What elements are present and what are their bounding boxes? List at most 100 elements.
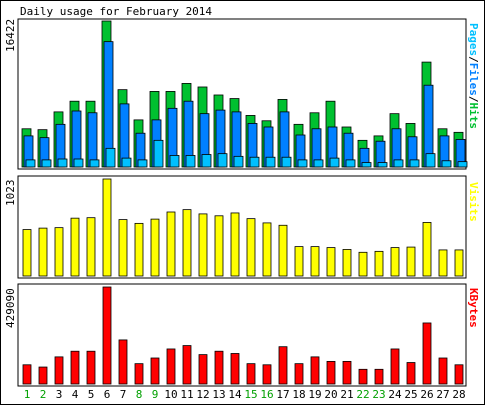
visits-bar — [134, 222, 144, 277]
day-label: 14 — [228, 388, 242, 401]
day-label: 4 — [72, 388, 79, 401]
visits-bar — [422, 222, 432, 277]
pages-bar — [361, 162, 372, 168]
pages-bar — [425, 153, 436, 168]
day-label: 21 — [340, 388, 353, 401]
visits-bar — [406, 246, 416, 277]
visits-bar — [454, 249, 464, 277]
visits-bar — [150, 218, 160, 277]
day-label: 26 — [420, 388, 433, 401]
kbytes-bar — [230, 353, 240, 385]
visits-legend: Visits — [467, 182, 480, 222]
visits-bar — [262, 222, 272, 277]
visits-bar — [294, 246, 304, 277]
visits-bar — [198, 213, 208, 277]
pages-bar — [441, 160, 452, 168]
legend-part: Hits — [467, 103, 480, 130]
visits-bar — [38, 227, 48, 277]
kbytes-bar — [438, 357, 448, 385]
kbytes-bar — [358, 368, 368, 385]
kbytes-bar — [406, 362, 416, 385]
pages-bar — [393, 159, 404, 168]
day-label: 10 — [164, 388, 177, 401]
kbytes-bar — [454, 364, 464, 385]
kbytes-bar — [214, 350, 224, 385]
kbytes-bar — [310, 356, 320, 385]
day-label: 28 — [452, 388, 465, 401]
visits-bar — [118, 219, 128, 277]
kbytes-bar — [38, 366, 48, 385]
day-label: 22 — [356, 388, 369, 401]
kbytes-bar — [326, 360, 336, 385]
day-label: 24 — [388, 388, 402, 401]
day-label: 9 — [152, 388, 159, 401]
hits-files-pages-panel — [17, 18, 467, 170]
kbytes-bar — [134, 363, 144, 385]
day-label: 27 — [436, 388, 449, 401]
kbytes-legend: KBytes — [467, 288, 480, 328]
visits-bar — [70, 217, 80, 277]
day-label: 19 — [308, 388, 321, 401]
visits-bar — [102, 178, 112, 277]
files-bar — [87, 112, 98, 168]
pages-bar — [217, 153, 228, 168]
visits-ymax-label: 1023 — [4, 180, 17, 207]
day-label: 5 — [88, 388, 95, 401]
pages-bar — [57, 158, 68, 168]
day-label: 6 — [104, 388, 111, 401]
kbytes-bar — [198, 354, 208, 385]
pages-bar — [329, 157, 340, 168]
day-label: 1 — [24, 388, 31, 401]
kbytes-bar — [70, 350, 80, 385]
legend-part: Visits — [467, 182, 480, 222]
kbytes-bar — [278, 346, 288, 385]
day-label: 20 — [324, 388, 337, 401]
kbytes-bar — [54, 356, 64, 385]
legend-part: / — [467, 96, 480, 103]
visits-bar — [278, 224, 288, 277]
day-label: 17 — [276, 388, 289, 401]
pages-bar — [201, 154, 212, 168]
visits-bar — [374, 250, 384, 277]
pages-bar — [233, 155, 244, 168]
day-label: 11 — [180, 388, 193, 401]
kbytes-bar — [342, 360, 352, 385]
visits-bar — [230, 212, 240, 277]
visits-bar — [166, 211, 176, 277]
legend-part: KBytes — [467, 288, 480, 328]
day-label: 25 — [404, 388, 417, 401]
visits-bar — [86, 217, 96, 277]
visits-bar — [310, 246, 320, 277]
day-label: 13 — [212, 388, 225, 401]
day-label: 23 — [372, 388, 385, 401]
kbytes-ymax-label: 429090 — [4, 288, 17, 328]
kbytes-bar — [102, 286, 112, 385]
pages-bar — [409, 159, 420, 168]
files-bar — [119, 103, 130, 168]
files-bar — [71, 110, 82, 168]
kbytes-bar — [422, 322, 432, 385]
kbytes-bar — [86, 350, 96, 385]
pages-bar — [105, 147, 116, 168]
kbytes-bar — [262, 364, 272, 385]
kbytes-bar — [166, 348, 176, 385]
legend-part: Files — [467, 63, 480, 96]
pages-bar — [281, 156, 292, 168]
kbytes-bar — [118, 339, 128, 385]
day-labels: 1 2 3 4 5 6 7 8 9 10 11 12 13 14 15 16 17 18 19 20 21 22 23 24 2… — [24, 388, 466, 401]
pages-bar — [41, 159, 52, 168]
pages-bar — [137, 159, 148, 168]
hits-ymax-label: 16422 — [4, 19, 17, 52]
pages-bar — [73, 158, 84, 168]
day-label: 15 — [244, 388, 257, 401]
day-label: 8 — [136, 388, 143, 401]
visits-bar — [342, 249, 352, 277]
visits-bar — [214, 215, 224, 277]
kbytes-bar — [22, 364, 32, 385]
pages-bar — [249, 156, 260, 168]
pages-bar — [297, 159, 308, 168]
kbytes-bar — [374, 368, 384, 385]
visits-bar — [358, 251, 368, 277]
pages-bar — [169, 155, 180, 168]
